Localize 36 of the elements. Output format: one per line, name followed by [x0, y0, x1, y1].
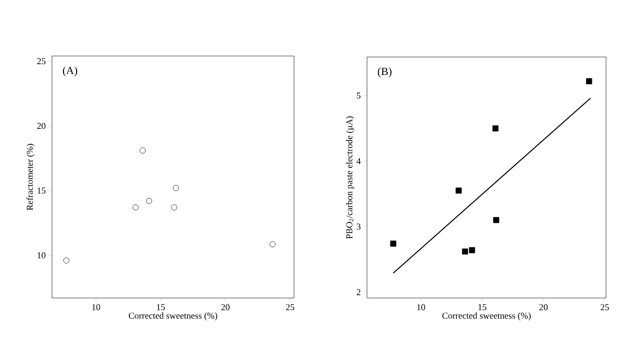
x-tick-label: 25 [286, 304, 294, 310]
annotation: (B) [378, 67, 392, 78]
y-tick-label: 3 [356, 224, 360, 230]
point [140, 147, 146, 154]
y-tick-label: 5 [356, 92, 360, 99]
y-tick-label: 2 [356, 289, 360, 296]
point [172, 185, 179, 191]
point [462, 248, 468, 254]
x-tick-label: 20 [221, 304, 230, 310]
x-tick-label: 25 [600, 304, 609, 310]
point [586, 78, 592, 84]
point [492, 125, 498, 132]
point [63, 257, 70, 264]
point [270, 241, 276, 248]
x-axis-title: Corrected sweetness (%) [442, 312, 531, 321]
annotation: (A) [62, 66, 78, 76]
point [469, 247, 476, 254]
x-tick-label: 20 [539, 304, 548, 310]
point [132, 204, 139, 210]
y-tick-label: 15 [38, 188, 46, 194]
point [390, 240, 396, 247]
x-axis-title: Corrected sweetness (%) [128, 312, 218, 321]
point [456, 188, 462, 194]
point [146, 198, 152, 204]
y-tick-label: 20 [37, 122, 46, 129]
y-tick-label: 25 [37, 58, 46, 64]
point [493, 217, 500, 224]
y-tick-label: 4 [356, 158, 361, 164]
x-tick-label: 10 [92, 304, 100, 310]
y-tick-label: 10 [38, 252, 46, 258]
x-tick-label: 15 [157, 304, 165, 310]
point [171, 204, 178, 210]
y-axis-title: Refractometer (%) [26, 144, 35, 210]
y-axis-title: PBO$_{2}$/carbon paste electrode (μA) [346, 116, 354, 239]
x-tick-label: 15 [478, 304, 486, 310]
x-tick-label: 10 [417, 304, 426, 310]
